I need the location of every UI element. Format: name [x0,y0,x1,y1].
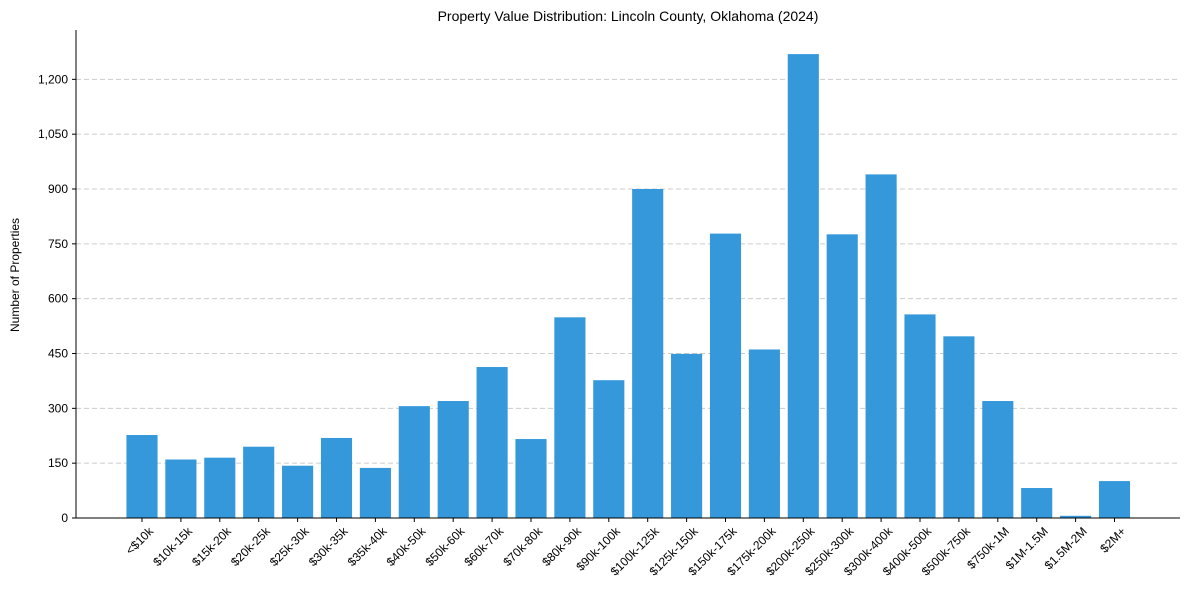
x-tick-label: $20k-25k [228,524,274,570]
y-tick-label: 600 [48,292,68,306]
x-tick-label: $25k-30k [267,524,313,570]
y-tick-label: 750 [48,237,68,251]
bar [243,446,275,518]
bar [593,380,625,518]
y-tick-label: 300 [48,401,68,415]
x-tick-label: $10k-15k [150,524,196,570]
bar [943,336,975,518]
bar [320,437,353,518]
x-tick-label: $35k-40k [345,524,391,570]
bar [904,314,936,518]
x-tick-label: $15k-20k [189,524,235,570]
bar [1098,481,1131,518]
x-tick-label: $30k-35k [306,524,352,570]
bar [826,234,858,519]
bar [1021,488,1053,518]
y-tick-label: 1,050 [38,127,68,141]
axes [75,30,1180,519]
y-tick-label: 450 [48,347,68,361]
bar [865,174,897,518]
y-tick-label: 1,200 [38,72,68,86]
x-tick-label: $50k-60k [423,524,469,570]
bar [398,406,430,518]
y-ticks: 0 150 300 450 600 750 900 1,050 1,200 [38,72,76,525]
x-tick-label: $60k-70k [461,524,507,570]
bar [204,457,236,518]
bar [165,459,197,518]
bars [126,54,1131,519]
bar [476,367,508,518]
y-tick-label: 900 [48,182,68,196]
x-tick-label: $2M+ [1097,524,1128,555]
bar [787,54,819,518]
bar [709,233,742,519]
x-ticks: <$10k$10k-15k$15k-20k$20k-25k$25k-30k$30… [123,518,1129,578]
bar [982,401,1014,518]
bar [437,401,469,518]
bar [632,189,664,518]
bar [359,467,391,518]
y-axis-label: Number of Properties [8,218,22,332]
bar [554,317,586,518]
bar [282,465,314,518]
chart-title: Property Value Distribution: Lincoln Cou… [438,8,819,24]
bar [515,439,547,518]
bar [748,349,780,518]
x-tick-label: $40k-50k [384,524,430,570]
x-tick-label: <$10k [123,524,157,558]
bar [126,435,158,518]
bar [671,353,703,518]
gridlines [76,78,1180,464]
y-tick-label: 0 [61,511,68,525]
x-tick-label: $70k-80k [500,524,546,570]
x-tick-label: $1.5M-2M [1042,524,1090,572]
y-tick-label: 150 [48,456,68,470]
bar [1060,515,1092,518]
